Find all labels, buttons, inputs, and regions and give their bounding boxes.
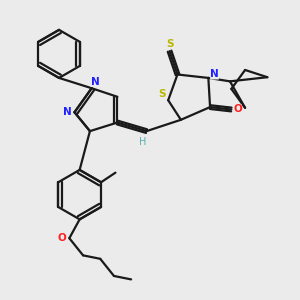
Text: S: S [158, 89, 166, 99]
Text: S: S [166, 39, 173, 49]
Text: H: H [139, 137, 146, 147]
Text: O: O [57, 233, 66, 243]
Text: N: N [63, 107, 71, 117]
Text: N: N [210, 70, 219, 80]
Text: N: N [91, 77, 100, 87]
Text: O: O [233, 104, 242, 115]
